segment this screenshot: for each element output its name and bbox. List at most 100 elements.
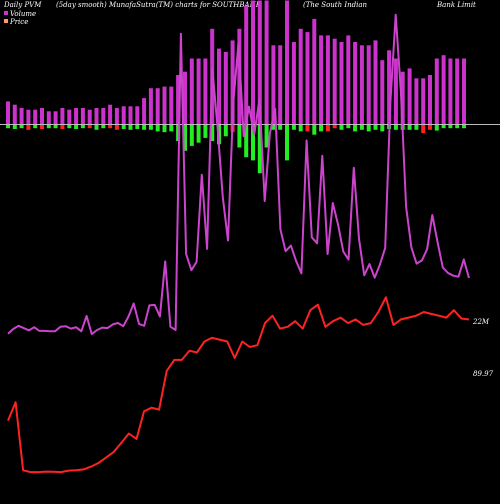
direction-bar: [407, 125, 412, 130]
volume-bar: [142, 98, 147, 125]
volume-bar: [230, 40, 235, 125]
direction-bar: [428, 125, 432, 130]
direction-bar: [135, 125, 140, 129]
volume-bar: [244, 5, 249, 125]
volume-bar: [428, 75, 432, 125]
direction-bar: [128, 125, 133, 130]
direction-bar: [298, 125, 303, 132]
volume-bar: [421, 78, 426, 125]
volume-bar: [407, 68, 412, 125]
volume-bar: [285, 0, 289, 125]
volume-bar: [87, 109, 92, 125]
volume-bar: [148, 88, 153, 125]
direction-bar: [312, 125, 317, 135]
direction-bar: [196, 125, 201, 143]
direction-bar: [448, 125, 453, 129]
direction-bar: [94, 125, 99, 130]
direction-bar: [101, 125, 106, 129]
volume-bar: [114, 108, 119, 125]
direction-bar: [305, 125, 310, 132]
direction-bar: [121, 125, 126, 129]
series-lines: [7, 13, 470, 474]
volume-bar: [19, 108, 24, 125]
direction-bar: [291, 125, 296, 130]
direction-bar: [462, 125, 466, 129]
volume-bar: [162, 86, 167, 125]
volume-bar: [251, 0, 255, 125]
volume-bar: [353, 42, 358, 125]
volume-bar: [223, 51, 228, 125]
direction-bar: [74, 125, 79, 129]
header-name-b: Bank Limit: [436, 1, 476, 9]
volume-bar: [101, 108, 106, 125]
volume-bar: [67, 109, 72, 125]
volume-bar: [257, 0, 262, 125]
direction-bar: [223, 125, 228, 137]
volume-bar: [189, 58, 194, 125]
direction-bar: [87, 125, 92, 129]
direction-bar: [244, 125, 249, 158]
direction-bar: [441, 125, 446, 129]
direction-bar: [237, 125, 242, 148]
direction-bar: [380, 125, 385, 132]
volume-bar: [305, 32, 310, 125]
volume-bar: [332, 38, 337, 125]
volume-bar: [298, 28, 303, 125]
direction-bar: [6, 125, 10, 129]
direction-bar: [67, 125, 72, 129]
direction-bar: [114, 125, 119, 130]
direction-bar: [257, 125, 262, 174]
volume-bar: [12, 104, 17, 125]
direction-bar: [346, 125, 351, 129]
direction-bar: [319, 125, 324, 132]
direction-bar: [26, 125, 31, 130]
direction-bar: [53, 125, 58, 129]
volume-bar: [319, 35, 324, 125]
volume-bar: [53, 111, 58, 125]
volume-bar: [121, 106, 126, 125]
volume-bar: [359, 45, 364, 125]
volume-bar: [203, 58, 208, 125]
direction-bar: [33, 125, 38, 129]
volume-bar: [94, 108, 99, 125]
direction-bar: [46, 125, 51, 129]
volume-bar: [387, 50, 392, 125]
direction-bar: [203, 125, 208, 138]
direction-bar: [353, 125, 358, 132]
volume-bar: [169, 86, 174, 125]
direction-bar: [12, 125, 17, 129]
volume-bar: [393, 58, 398, 125]
direction-bar: [359, 125, 364, 130]
volume-bar: [74, 108, 79, 125]
direction-bar: [183, 125, 187, 151]
volume-end-label: 22M: [472, 318, 490, 326]
direction-bar: [60, 125, 65, 129]
direction-bar: [108, 125, 113, 129]
direction-bar: [285, 125, 289, 161]
legend-volume-label: Volume: [10, 10, 36, 18]
volume-bar: [346, 35, 351, 125]
volume-bar: [462, 58, 466, 125]
direction-bar: [40, 125, 44, 129]
volume-bar: [264, 0, 269, 125]
volume-bar: [183, 71, 187, 125]
direction-bar: [325, 125, 330, 132]
direction-bar: [434, 125, 439, 131]
direction-bar: [414, 125, 419, 130]
volume-bar: [128, 106, 133, 125]
direction-bar: [148, 125, 153, 130]
volume-bar: [176, 75, 181, 125]
volume-bar: [271, 45, 276, 125]
legend-price-label: Price: [9, 18, 28, 26]
direction-bar: [271, 125, 276, 130]
volume-bar: [196, 58, 201, 125]
direction-bar: [19, 125, 24, 129]
volume-bar: [366, 45, 371, 125]
direction-bar: [210, 125, 215, 142]
header-name-a: (The South Indian: [303, 1, 368, 9]
volume-bar: [135, 106, 140, 125]
legend-volume-swatch: [4, 11, 8, 15]
direction-bar: [162, 125, 167, 133]
